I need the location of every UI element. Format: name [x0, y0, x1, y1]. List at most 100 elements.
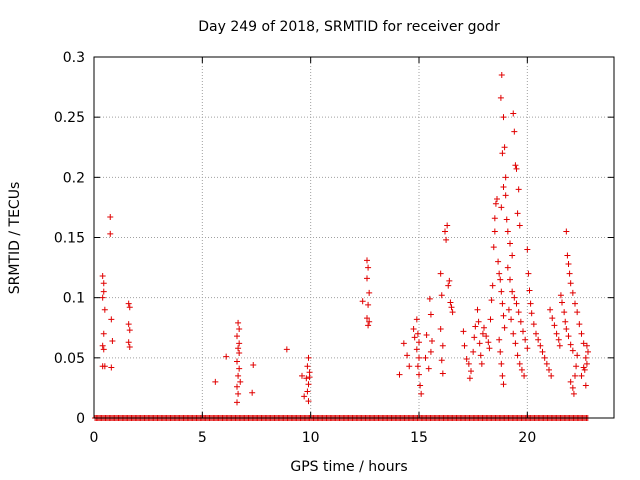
- data-point: [126, 327, 133, 334]
- data-point: [520, 328, 526, 335]
- data-point: [366, 289, 373, 296]
- data-point: [416, 339, 422, 346]
- data-point: [557, 292, 564, 299]
- x-tick-label: 5: [198, 430, 207, 446]
- data-point: [528, 310, 535, 317]
- data-point: [249, 389, 256, 396]
- data-point: [580, 364, 587, 371]
- data-point: [465, 360, 472, 367]
- data-point: [234, 383, 240, 390]
- data-point: [299, 372, 305, 379]
- data-point: [510, 330, 517, 337]
- data-point: [541, 354, 548, 361]
- data-point: [417, 382, 424, 389]
- data-point: [539, 348, 546, 355]
- data-point: [578, 372, 585, 379]
- data-point: [505, 306, 512, 313]
- data-point: [517, 318, 524, 325]
- data-point: [556, 342, 563, 349]
- data-point: [250, 362, 257, 369]
- data-point: [475, 318, 482, 325]
- data-point: [108, 316, 115, 323]
- data-point: [223, 353, 230, 360]
- data-point: [507, 276, 513, 283]
- data-point: [444, 222, 451, 229]
- data-point: [100, 330, 107, 337]
- data-point: [504, 228, 511, 235]
- data-point: [486, 345, 493, 352]
- data-point: [516, 222, 523, 229]
- data-point: [537, 342, 544, 349]
- data-point: [527, 300, 534, 307]
- data-point: [426, 295, 433, 302]
- data-point: [497, 348, 504, 355]
- data-point: [406, 363, 413, 370]
- data-point: [99, 273, 106, 280]
- data-point: [497, 276, 504, 283]
- data-point: [471, 334, 478, 341]
- data-point: [364, 275, 370, 282]
- data-point: [499, 300, 506, 307]
- data-point: [569, 347, 576, 354]
- data-point: [563, 325, 570, 332]
- chart-title: Day 249 of 2018, SRMTID for receiver god…: [198, 19, 500, 35]
- data-point: [236, 365, 243, 372]
- data-point: [564, 252, 571, 259]
- y-tick-label: 0: [76, 411, 85, 427]
- data-point: [418, 390, 425, 397]
- data-point: [236, 340, 243, 347]
- data-point: [438, 292, 445, 299]
- data-point: [447, 299, 454, 306]
- data-point: [494, 195, 500, 202]
- data-point: [496, 270, 503, 277]
- axis-ticks: 0 5 10 15 20 0 0.05 0.1 0.15 0.2 0.25 0.3: [54, 50, 614, 446]
- data-point: [543, 360, 550, 367]
- data-point: [461, 342, 468, 349]
- data-point: [500, 114, 507, 121]
- data-point: [100, 346, 107, 353]
- data-point: [567, 280, 574, 287]
- data-point: [503, 216, 510, 223]
- x-tick-label: 10: [302, 430, 320, 446]
- data-point: [500, 183, 507, 190]
- data-point: [492, 200, 499, 207]
- data-point: [101, 306, 108, 313]
- data-point: [502, 174, 509, 181]
- data-point: [126, 304, 133, 311]
- data-point: [547, 306, 554, 313]
- data-point: [235, 372, 242, 379]
- data-point: [524, 246, 531, 253]
- data-point: [235, 345, 242, 352]
- data-point: [365, 301, 372, 308]
- data-point: [235, 390, 242, 397]
- data-point: [422, 354, 429, 361]
- data-point: [404, 352, 411, 359]
- data-point: [472, 323, 479, 330]
- data-point: [498, 288, 505, 295]
- data-point: [365, 264, 372, 271]
- data-point: [583, 360, 590, 367]
- data-point: [491, 228, 498, 235]
- data-point: [470, 348, 477, 355]
- data-point: [237, 378, 244, 385]
- x-tick-label: 0: [90, 430, 99, 446]
- data-point: [411, 334, 418, 341]
- data-point: [483, 333, 490, 340]
- data-point: [305, 381, 312, 388]
- data-point: [574, 352, 581, 359]
- data-point: [366, 318, 373, 325]
- data-point: [442, 228, 448, 235]
- data-point: [498, 360, 505, 367]
- data-point: [551, 322, 558, 329]
- data-point: [500, 312, 507, 319]
- data-point: [476, 340, 483, 347]
- data-point: [463, 356, 470, 363]
- data-point: [582, 382, 589, 389]
- data-point: [100, 280, 107, 287]
- data-point: [495, 258, 502, 265]
- data-point: [509, 288, 516, 295]
- data-point: [364, 315, 370, 322]
- data-point: [507, 240, 513, 247]
- data-point: [212, 378, 219, 385]
- data-point: [524, 345, 531, 352]
